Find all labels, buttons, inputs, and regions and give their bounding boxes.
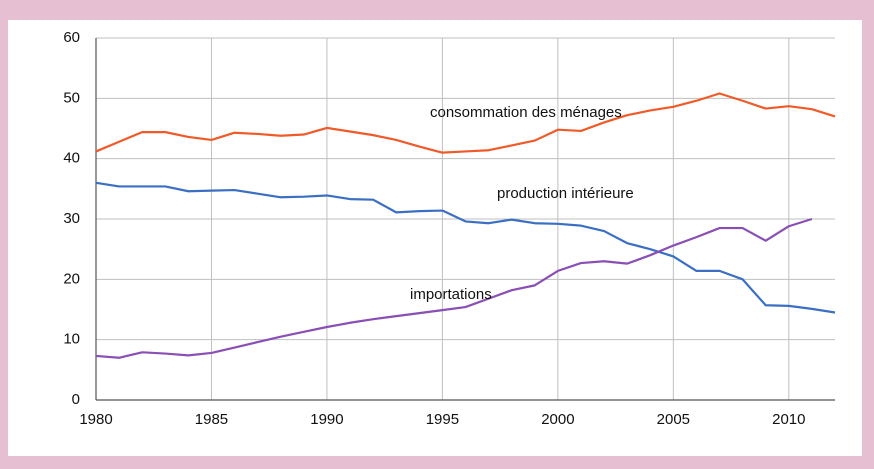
y-tick-label: 60 — [63, 29, 80, 46]
y-tick-label: 10 — [63, 331, 80, 348]
series-label: production intérieure — [497, 185, 634, 202]
y-tick-label: 40 — [63, 150, 80, 167]
series-line — [95, 181, 836, 314]
x-tick-label: 1995 — [426, 411, 459, 428]
x-tick-label: 2010 — [772, 411, 805, 428]
x-tick-label: 2005 — [657, 411, 690, 428]
y-tick-label: 30 — [63, 210, 80, 227]
x-tick-label: 1980 — [79, 411, 112, 428]
y-tick-label: 50 — [63, 89, 80, 106]
series-label: consommation des ménages — [430, 104, 622, 121]
series-line — [95, 217, 813, 359]
x-tick-label: 1990 — [310, 411, 343, 428]
y-tick-label: 0 — [72, 391, 80, 408]
series-label: importations — [410, 286, 492, 303]
x-tick-label: 2000 — [541, 411, 574, 428]
x-tick-label: 1985 — [195, 411, 228, 428]
series-line — [95, 92, 836, 154]
y-tick-label: 20 — [63, 270, 80, 287]
